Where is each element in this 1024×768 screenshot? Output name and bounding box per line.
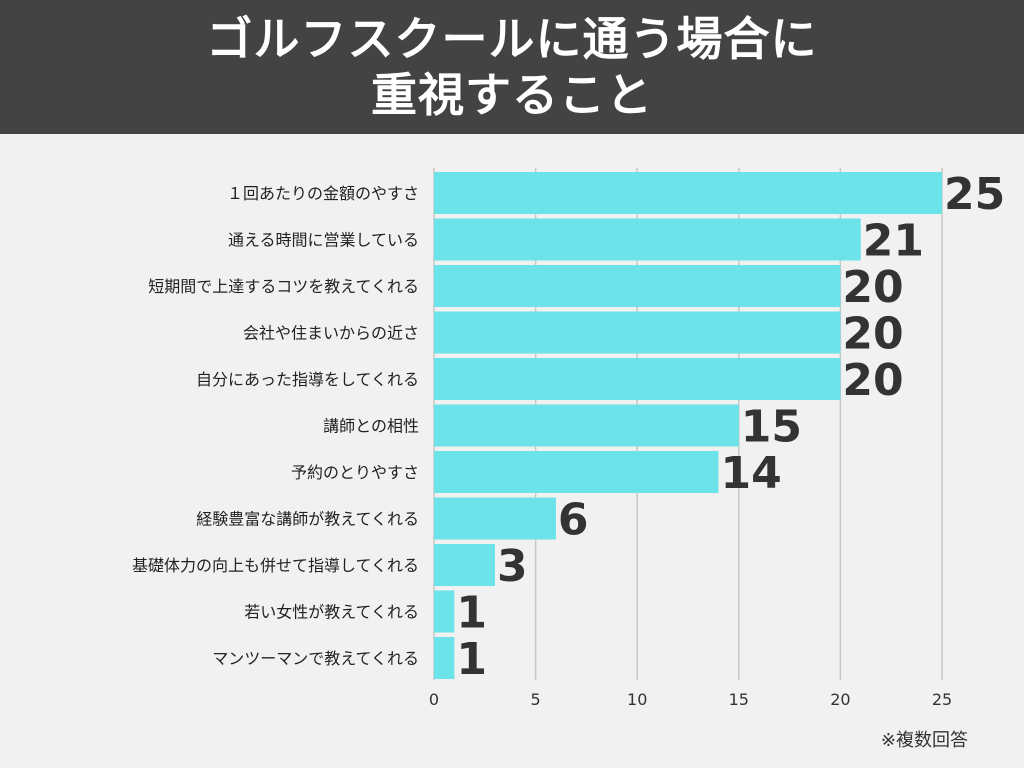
category-label: 自分にあった指導をしてくれる: [196, 370, 419, 389]
value-label: 1: [456, 588, 487, 639]
x-tick-label: 10: [627, 690, 647, 709]
category-label: １回あたりの金額のやすさ: [227, 184, 419, 203]
value-label: 20: [842, 262, 903, 313]
category-label: マンツーマンで教えてくれる: [212, 649, 419, 668]
bar: [434, 172, 942, 214]
value-label: 20: [842, 309, 903, 360]
category-label: 会社や住まいからの近さ: [243, 324, 419, 343]
bar: [434, 358, 841, 400]
bar: [434, 497, 556, 540]
category-label: 基礎体力の向上も併せて指導してくれる: [132, 556, 419, 575]
bar: [434, 544, 495, 586]
value-label: 20: [842, 355, 903, 406]
multiple-answers-note: ※複数回答: [880, 730, 968, 751]
category-label: 経験豊富な講師が教えてくれる: [196, 510, 419, 529]
chart-title-line-2: 重視すること: [371, 68, 653, 122]
value-label: 6: [558, 495, 589, 546]
x-tick-label: 15: [729, 690, 749, 709]
chart-title-line-1: ゴルフスクールに通う場合に: [206, 12, 818, 66]
chart-title-banner: ゴルフスクールに通う場合に 重視すること: [0, 0, 1024, 134]
category-label: 通える時間に営業している: [228, 231, 419, 250]
bar: [434, 451, 719, 493]
bar: [434, 218, 861, 261]
x-tick-label: 20: [830, 690, 850, 709]
bar: [434, 404, 739, 447]
category-label: 講師との相性: [323, 417, 419, 436]
bar: [434, 265, 841, 307]
x-tick-label: 5: [531, 690, 541, 709]
x-tick-label: 25: [932, 690, 952, 709]
value-label: 3: [497, 541, 528, 592]
category-label: 予約のとりやすさ: [291, 463, 419, 482]
value-label: 21: [863, 216, 924, 267]
bar: [434, 590, 455, 633]
x-tick-label: 0: [429, 690, 439, 709]
category-label: 若い女性が教えてくれる: [244, 603, 419, 622]
category-label: 短期間で上達するコツを教えてくれる: [148, 277, 419, 296]
bar: [434, 311, 841, 354]
value-label: 14: [720, 448, 781, 499]
bar: [434, 637, 455, 679]
value-label: 1: [456, 634, 487, 685]
value-label: 25: [944, 169, 1005, 220]
value-label: 15: [741, 402, 802, 453]
